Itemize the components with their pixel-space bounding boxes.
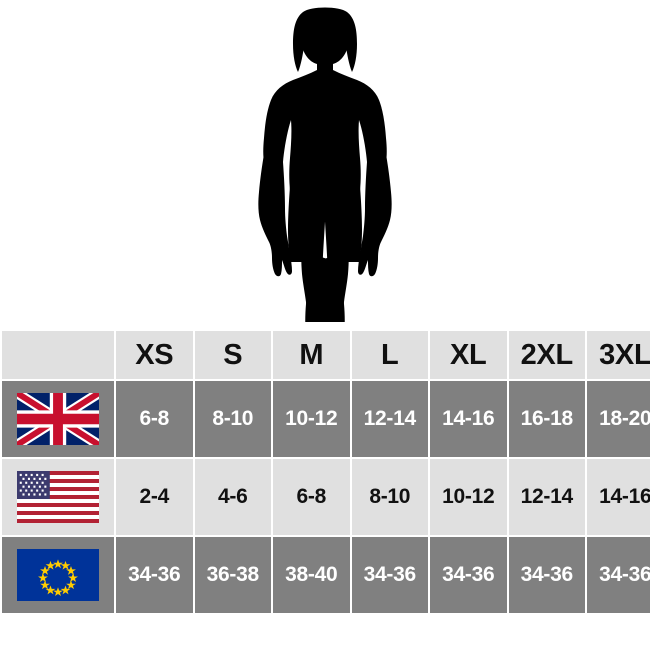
header-size-3xl: 3XL [587,331,650,379]
eu-size-2xl: 34-36 [508,537,585,613]
us-size-xl: 10-12 [430,459,507,535]
us-size-2xl: 12-14 [508,459,585,535]
header-size-xl: XL [430,331,507,379]
eu-size-xl: 34-36 [430,537,507,613]
size-conversion-table: XS S M L XL 2XL 3XL [0,329,650,615]
us-flag-icon [17,471,99,523]
uk-size-s: 8-10 [194,381,271,457]
eu-size-3xl: 34-36 [587,537,650,613]
table-header-row: XS S M L XL 2XL 3XL [2,331,650,379]
eu-size-xs: 34-36 [116,537,193,613]
eu-size-s: 36-38 [194,537,271,613]
header-size-2xl: 2XL [508,331,585,379]
eu-flag-icon [17,549,99,601]
header-corner-cell [2,331,114,379]
uk-size-xs: 6-8 [116,381,193,457]
header-size-l: L [351,331,428,379]
uk-flag-cell [2,381,114,457]
uk-flag-icon [17,393,99,445]
header-size-xs: XS [116,331,193,379]
female-body-silhouette-icon [258,7,392,322]
uk-size-l: 12-14 [351,381,428,457]
silhouette-illustration [258,7,392,322]
eu-size-l: 34-36 [351,537,428,613]
uk-size-3xl: 18-20 [587,381,650,457]
table-row-us: 2-4 4-6 6-8 8-10 10-12 12-14 14-16 [2,459,650,535]
eu-flag-cell [2,537,114,613]
table-row-uk: 6-8 8-10 10-12 12-14 14-16 16-18 18-20 [2,381,650,457]
us-flag-cell [2,459,114,535]
us-size-xs: 2-4 [116,459,193,535]
table-row-eu: 34-36 36-38 38-40 34-36 34-36 34-36 34-3… [2,537,650,613]
us-size-m: 6-8 [273,459,350,535]
uk-size-2xl: 16-18 [508,381,585,457]
uk-size-xl: 14-16 [430,381,507,457]
us-size-l: 8-10 [351,459,428,535]
header-size-m: M [273,331,350,379]
eu-size-m: 38-40 [273,537,350,613]
uk-size-m: 10-12 [273,381,350,457]
us-size-3xl: 14-16 [587,459,650,535]
us-size-s: 4-6 [194,459,271,535]
header-size-s: S [194,331,271,379]
